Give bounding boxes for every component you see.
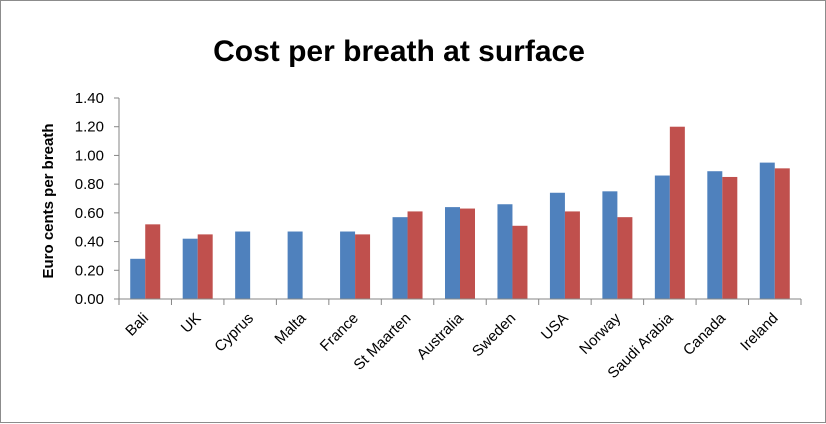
bar-series-1-ireland [759,162,775,299]
y-tick-label: 0.60 [75,205,104,222]
x-category-label: Bali [122,310,152,340]
y-axis: 0.00 0.20 0.40 0.60 0.80 1.00 1.20 1.40 [75,90,120,308]
bars-group [130,126,790,299]
y-tick-label: 0.40 [75,234,104,251]
bar-series-1-france [340,231,356,299]
x-category-label: France [317,310,362,355]
x-category-label: Malta [271,309,309,347]
bar-series-2-norway [617,217,633,299]
x-category-label: St Maarten [350,310,414,374]
x-category-label: Cyprus [211,310,257,356]
y-tick-label: 1.20 [75,119,104,136]
bar-series-1-australia [445,207,460,299]
bar-series-2-sweden [512,225,528,299]
bar-series-2-australia [460,208,475,299]
y-axis-label: Euro cents per breath [40,123,57,278]
bar-series-1-malta [287,231,303,299]
x-category-label: Canada [680,309,730,359]
bar-series-1-canada [707,171,723,299]
x-category-label: USA [538,310,572,344]
x-category-label: Australia [414,309,468,363]
bar-series-2-uk [197,234,213,299]
bar-series-1-sweden [497,204,513,299]
bar-series-2-st-maarten [407,211,423,299]
chart-title: Cost per breath at surface [213,35,585,68]
y-tick-label: 0.80 [75,176,104,193]
bar-series-2-canada [722,176,738,299]
bar-series-1-saudi-arabia [654,175,670,299]
bar-series-2-france [355,234,371,299]
x-category-label: Sweden [469,310,519,360]
y-tick-label: 0.20 [75,262,104,279]
bar-series-1-uk [182,238,198,299]
bar-series-1-cyprus [235,231,251,299]
y-tick-label: 1.00 [75,147,104,164]
bar-series-2-saudi-arabia [669,126,685,299]
bar-series-2-usa [564,211,580,299]
x-category-label: Ireland [737,310,781,354]
x-category-label: UK [178,310,205,337]
bar-series-2-bali [145,224,161,299]
bar-series-1-usa [549,192,565,299]
y-tick-label: 1.40 [75,90,104,107]
y-tick-label: 0.00 [75,291,104,308]
bar-series-1-st-maarten [392,217,408,299]
bar-series-2-ireland [774,168,790,299]
bar-series-1-bali [130,258,146,299]
x-category-label: Norway [576,309,624,357]
bar-series-1-norway [602,191,618,299]
